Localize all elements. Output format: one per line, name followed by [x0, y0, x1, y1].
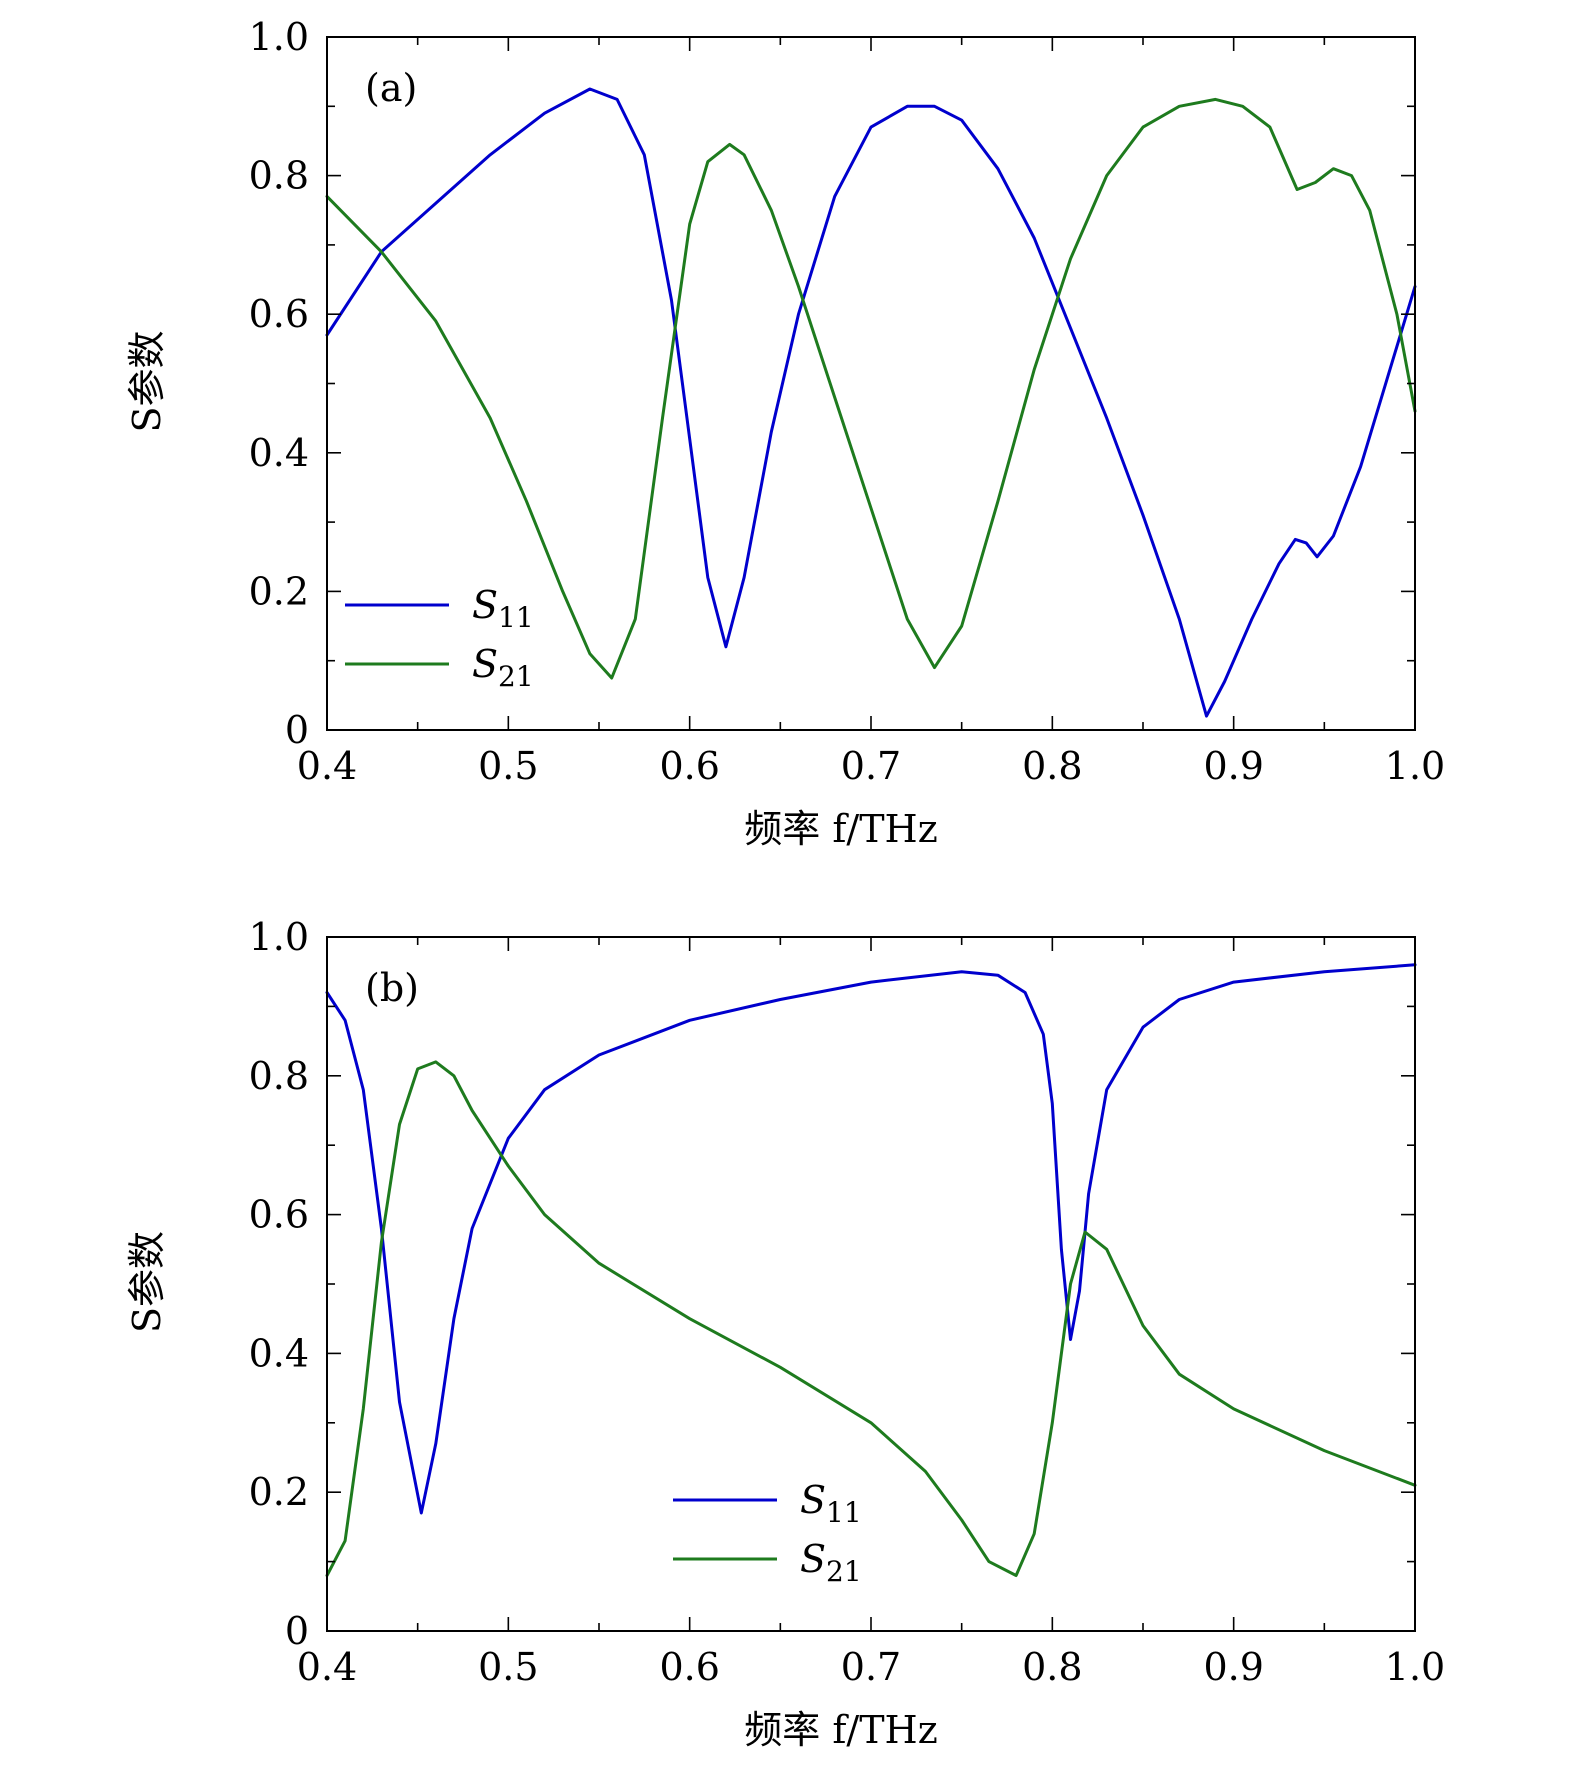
y-axis-title: S参数	[125, 330, 169, 432]
x-tick-label: 0.5	[478, 1645, 538, 1689]
legend-label-subscript: 11	[826, 1496, 862, 1529]
x-tick-label: 1.0	[1385, 744, 1445, 788]
series-line-s21	[325, 1060, 1417, 1577]
series-line-s11	[325, 87, 1417, 718]
legend-label-subscript: 21	[498, 660, 534, 693]
x-axis-title: 频率 f/THz	[744, 807, 937, 851]
legend-label-main: S	[472, 642, 498, 686]
legend-label-main: S	[472, 583, 498, 627]
legend-label-s21: S21	[472, 642, 534, 693]
x-tick-label: 0.7	[841, 744, 901, 788]
y-tick-label: 0.2	[249, 569, 309, 613]
panel-b: 0.4 0.5 0.6 0.7 0.8 0.9 1.0 0 0.2 0.4 0.6 0.8 1.0 频率 …	[125, 915, 1445, 1752]
y-tick-label: 0	[285, 708, 309, 752]
x-tick-label: 0.6	[659, 744, 719, 788]
x-tick-label: 1.0	[1385, 1645, 1445, 1689]
series-line-s21	[325, 97, 1417, 680]
legend-label-s11: S11	[472, 583, 534, 634]
legend-label-main: S	[800, 1478, 826, 1522]
x-tick-label: 0.8	[1022, 1645, 1082, 1689]
x-tick-label: 0.8	[1022, 744, 1082, 788]
legend-label-subscript: 21	[826, 1555, 862, 1588]
y-tick-label: 1.0	[249, 15, 309, 59]
panel-label: (a)	[365, 66, 417, 110]
y-tick-label: 0.2	[249, 1470, 309, 1514]
y-axis-title: S参数	[125, 1231, 169, 1333]
y-tick-label: 0.6	[249, 1193, 309, 1237]
x-axis-title: 频率 f/THz	[744, 1708, 937, 1752]
series-line-s11	[325, 963, 1417, 1515]
plot-frame	[326, 936, 1416, 1632]
y-tick-label: 0.4	[249, 431, 309, 475]
y-tick-label: 0.8	[249, 154, 309, 198]
x-tick-label: 0.5	[478, 744, 538, 788]
x-tick-label: 0.4	[297, 1645, 357, 1689]
y-tick-label: 0	[285, 1609, 309, 1653]
legend-label-main: S	[800, 1537, 826, 1581]
x-tick-label: 0.4	[297, 744, 357, 788]
y-tick-label: 0.6	[249, 292, 309, 336]
panel-a: 0.4 0.5 0.6 0.7 0.8 0.9 1.0 0 0.2 0.4 0.6 0.8 1.0 频率 …	[125, 15, 1445, 851]
y-tick-label: 1.0	[249, 915, 309, 959]
x-tick-label: 0.9	[1203, 744, 1263, 788]
legend-label-s11: S11	[800, 1478, 862, 1529]
x-tick-label: 0.6	[659, 1645, 719, 1689]
x-tick-label: 0.9	[1203, 1645, 1263, 1689]
legend-label-s21: S21	[800, 1537, 862, 1588]
panel-label: (b)	[365, 966, 419, 1010]
x-tick-label: 0.7	[841, 1645, 901, 1689]
y-tick-label: 0.4	[249, 1331, 309, 1375]
legend-label-subscript: 11	[498, 601, 534, 634]
y-tick-label: 0.8	[249, 1054, 309, 1098]
